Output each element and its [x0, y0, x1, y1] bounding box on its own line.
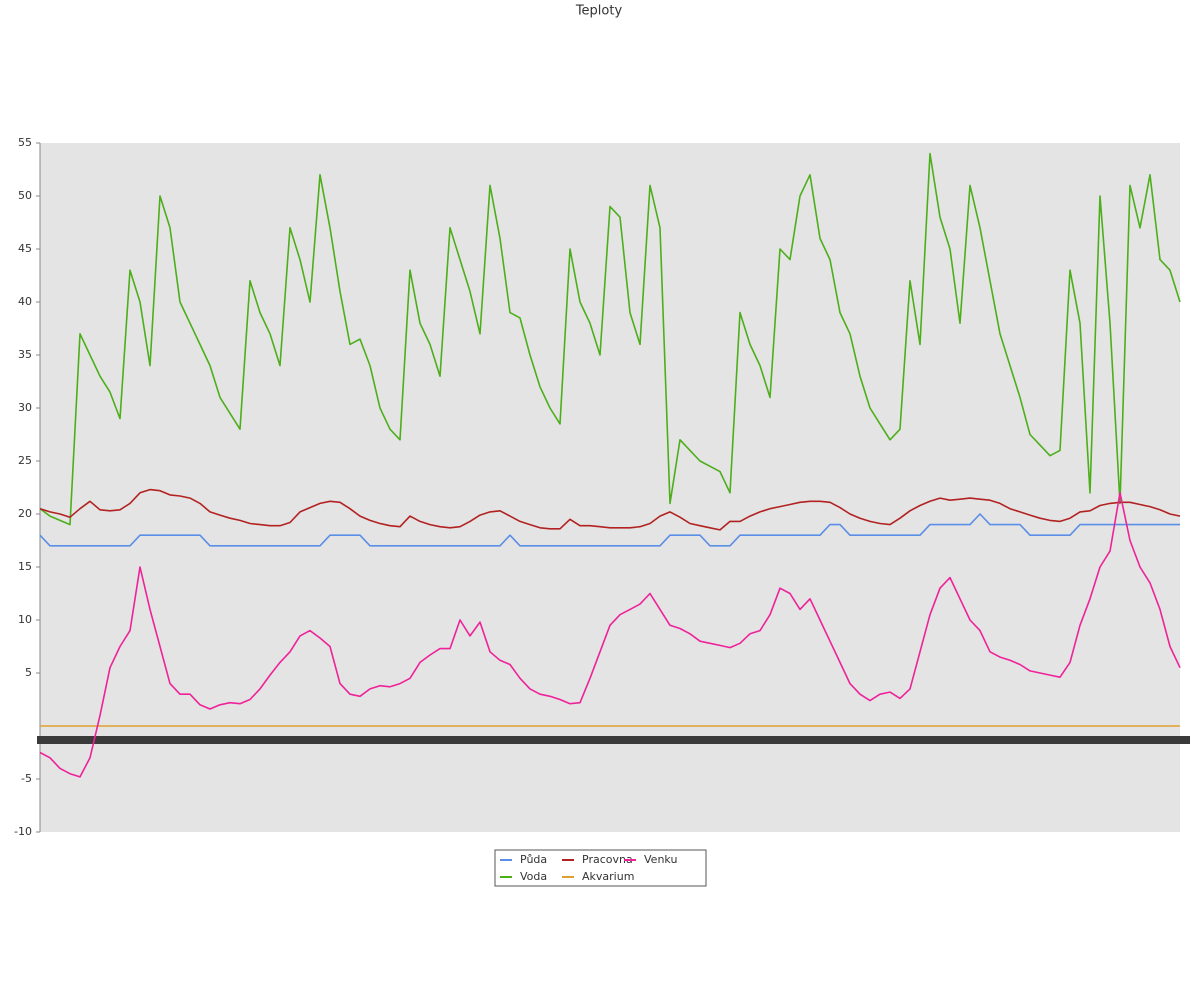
- y-tick-label: 55: [18, 136, 32, 149]
- series-line: [39, 488, 1181, 531]
- plot-area: [40, 143, 1180, 832]
- legend-box: [494, 849, 707, 887]
- y-tick-label: 20: [18, 507, 32, 520]
- x-label-band: [37, 736, 1190, 744]
- chart-title: Teploty: [575, 4, 623, 19]
- y-tick-label: 15: [18, 560, 32, 573]
- y-tick-label: -5: [21, 772, 32, 785]
- legend-label: Voda: [520, 870, 547, 883]
- y-tick-label: 10: [18, 613, 32, 626]
- legend-label: Venku: [644, 853, 677, 866]
- y-tick-label: 40: [18, 295, 32, 308]
- legend-label: Pracovna: [582, 853, 633, 866]
- legend-label: Půda: [520, 853, 547, 866]
- series-line: [39, 492, 1181, 778]
- y-tick-label: 5: [25, 666, 32, 679]
- legend-label: Akvarium: [582, 870, 634, 883]
- y-tick-label: 45: [18, 242, 32, 255]
- y-tick-label: 25: [18, 454, 32, 467]
- series-line: [39, 152, 1181, 526]
- y-tick-label: 50: [18, 189, 32, 202]
- y-tick-label: 30: [18, 401, 32, 414]
- series-line: [39, 513, 1180, 547]
- y-tick-label: -10: [14, 825, 32, 838]
- y-tick-label: 35: [18, 348, 32, 361]
